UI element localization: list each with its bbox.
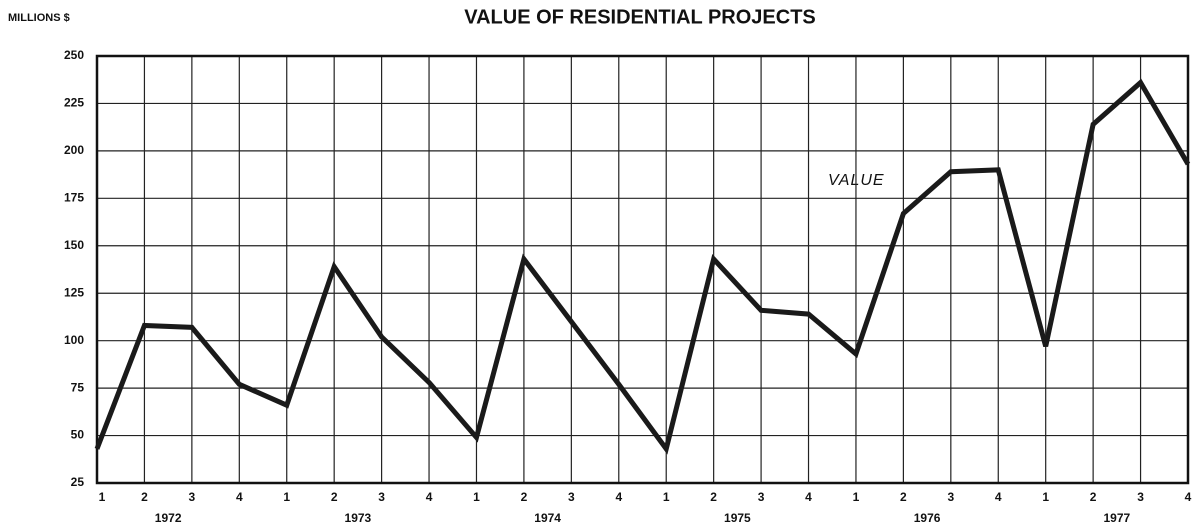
x-tick-label: 3 (947, 490, 954, 504)
x-tick-label: 4 (995, 490, 1002, 504)
y-tick-label: 150 (64, 238, 84, 252)
x-tick-label: 1 (283, 490, 290, 504)
data-line (94, 78, 1191, 455)
x-tick-label: 4 (1185, 490, 1192, 504)
x-tick-label: 4 (805, 490, 812, 504)
x-tick-label: 1 (663, 490, 670, 504)
y-tick-label: 250 (64, 48, 84, 62)
y-axis-label: MILLIONS $ (8, 12, 70, 24)
x-tick-label: 3 (758, 490, 765, 504)
chart-title: VALUE OF RESIDENTIAL PROJECTS (464, 6, 816, 28)
year-label: 1977 (1103, 511, 1130, 525)
year-label: 1974 (534, 511, 561, 525)
y-tick-label: 200 (64, 143, 84, 157)
year-label: 1976 (914, 511, 941, 525)
y-tick-label: 125 (64, 285, 84, 299)
y-tick-label: 225 (64, 96, 84, 110)
x-tick-label: 2 (521, 490, 528, 504)
y-tick-label: 100 (64, 333, 84, 347)
y-tick-label: 175 (64, 191, 84, 205)
y-tick-label: 75 (71, 380, 85, 394)
x-tick-label: 1 (1042, 490, 1049, 504)
x-tick-label: 1 (853, 490, 860, 504)
x-tick-label: 1 (473, 490, 480, 504)
x-tick-label: 3 (1137, 490, 1144, 504)
x-tick-label: 4 (236, 490, 243, 504)
x-tick-label: 4 (426, 490, 433, 504)
x-tick-label: 4 (615, 490, 622, 504)
x-tick-label: 3 (189, 490, 196, 504)
x-tick-label: 2 (141, 490, 148, 504)
year-label: 1975 (724, 511, 751, 525)
x-tick-label: 2 (900, 490, 907, 504)
year-label: 1972 (155, 511, 182, 525)
year-label: 1973 (345, 511, 372, 525)
x-tick-label: 3 (378, 490, 385, 504)
x-tick-label: 3 (568, 490, 575, 504)
x-tick-label: 2 (1090, 490, 1097, 504)
x-tick-label: 1 (99, 490, 106, 504)
plot-frame (95, 54, 1190, 485)
y-tick-label: 50 (71, 428, 85, 442)
x-tick-label: 2 (331, 490, 338, 504)
x-tick-label: 2 (710, 490, 717, 504)
y-tick-label: 25 (71, 475, 85, 489)
